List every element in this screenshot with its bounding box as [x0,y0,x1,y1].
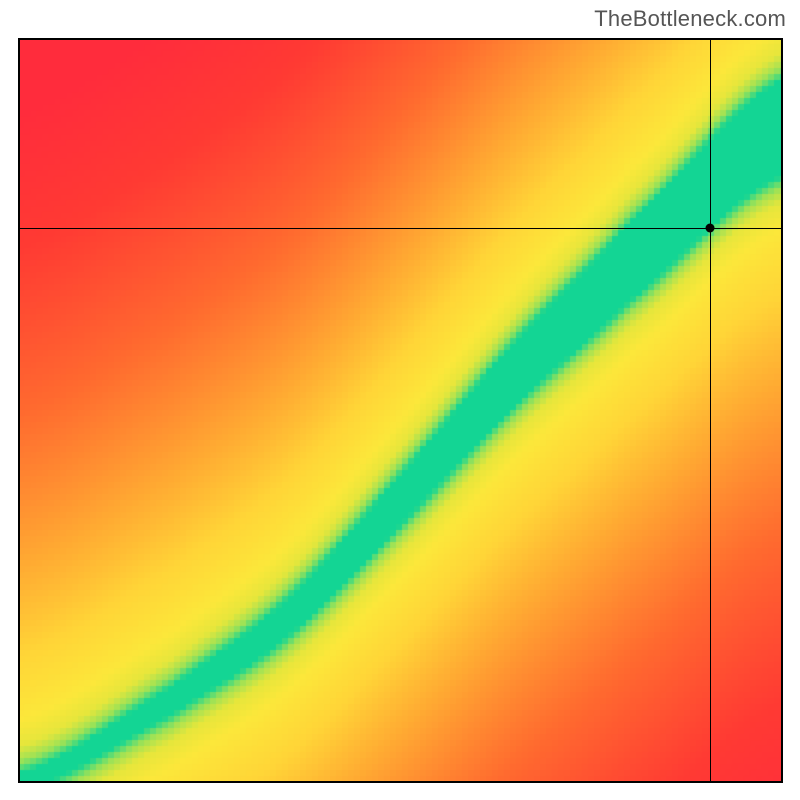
watermark-text: TheBottleneck.com [594,6,786,32]
crosshair-horizontal [18,228,783,229]
crosshair-vertical [710,38,711,783]
bottleneck-heatmap [18,38,783,783]
marker-dot [706,223,715,232]
heatmap-canvas [18,38,783,783]
